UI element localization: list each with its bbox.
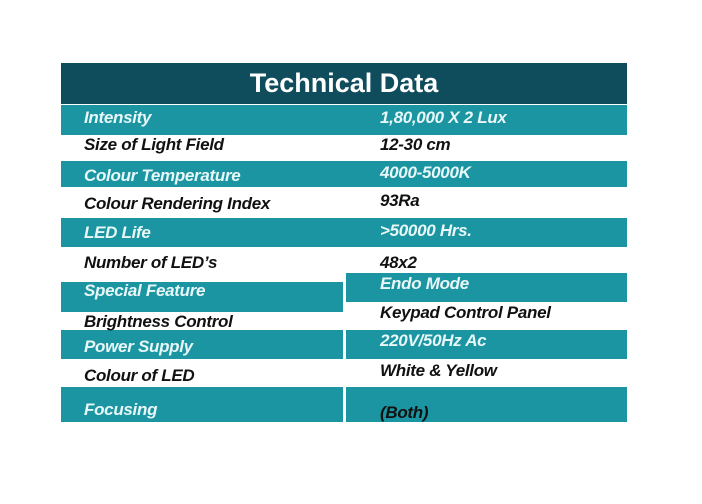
row-label: Colour of LED <box>84 366 195 385</box>
row-value: (Both) <box>380 403 429 422</box>
row-value: 220V/50Hz Ac <box>380 331 487 350</box>
row-label: Focusing <box>84 400 158 419</box>
row-band-focusing-label <box>61 387 343 422</box>
row-label: Intensity <box>84 108 152 127</box>
row-value: 48x2 <box>380 253 417 272</box>
row-band-intensity <box>61 105 627 135</box>
row-band-colour-temperature <box>61 161 627 187</box>
row-label: Colour Temperature <box>84 166 241 185</box>
row-label: Brightness Control <box>84 312 233 331</box>
row-band-focusing-value <box>346 387 627 422</box>
row-value: 12-30 cm <box>380 135 451 154</box>
row-label: Power Supply <box>84 337 193 356</box>
row-value: White & Yellow <box>380 361 497 380</box>
row-band-special-feature-label <box>61 282 343 312</box>
row-band-power-supply-label <box>61 330 343 359</box>
row-label: Colour Rendering Index <box>84 194 271 213</box>
row-band-power-supply-value <box>346 330 627 359</box>
row-value: Keypad Control Panel <box>380 303 551 322</box>
row-value: 1,80,000 X 2 Lux <box>380 108 507 127</box>
row-value: 93Ra <box>380 191 420 210</box>
row-value: Endo Mode <box>380 274 469 293</box>
row-value: 4000-5000K <box>380 163 471 182</box>
row-label: LED Life <box>84 223 151 242</box>
row-label: Size of Light Field <box>84 135 224 154</box>
row-label: Special Feature <box>84 281 206 300</box>
row-label: Number of LED’s <box>84 253 218 272</box>
row-value: >50000 Hrs. <box>380 221 472 240</box>
row-band-special-feature-value <box>346 273 627 302</box>
row-band-led-life <box>61 218 627 247</box>
table-title: Technical Data <box>61 63 627 104</box>
